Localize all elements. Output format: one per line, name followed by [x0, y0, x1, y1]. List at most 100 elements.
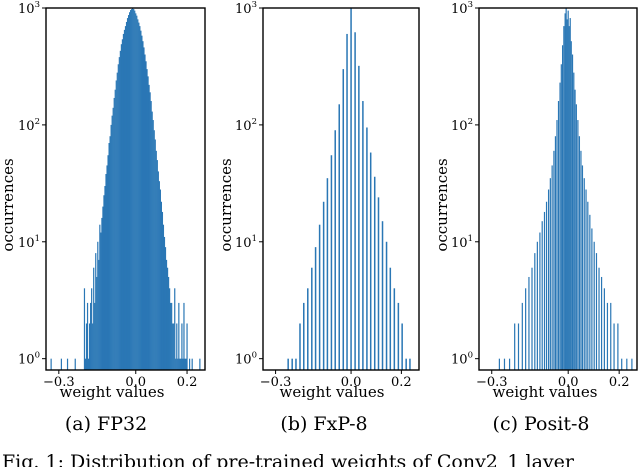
bar: [174, 288, 176, 370]
bar: [354, 32, 356, 371]
y-tick-label: 100: [18, 351, 40, 368]
bar: [134, 10, 136, 370]
bar: [149, 92, 151, 370]
bar: [568, 26, 570, 371]
bar: [86, 302, 89, 370]
bar: [571, 54, 574, 371]
bar: [561, 45, 564, 370]
y-tick-label: 101: [451, 234, 473, 251]
bar: [565, 8, 567, 370]
bar: [184, 358, 186, 370]
bar: [358, 65, 360, 370]
bar: [326, 178, 329, 370]
bar: [169, 288, 171, 370]
bar: [330, 155, 333, 370]
bar: [74, 358, 76, 370]
panel-fxp8: occurrences weight values (b) FxP-8 −0.3…: [217, 0, 420, 435]
x-tick-label: 0.2: [391, 375, 412, 390]
bar: [145, 61, 147, 370]
bar: [99, 224, 101, 370]
bar: [610, 302, 612, 370]
bar: [50, 358, 52, 370]
bar: [121, 39, 124, 370]
bar: [350, 8, 352, 370]
panel-posit8: occurrences weight values (c) Posit-8 −0…: [433, 0, 638, 435]
panel-caption-fxp8: (b) FxP-8: [280, 413, 367, 435]
bar: [179, 358, 181, 370]
ylabel-posit8: occurrences: [433, 158, 451, 251]
bar: [559, 82, 561, 371]
bar: [409, 358, 411, 370]
bar: [307, 288, 309, 370]
bar: [549, 178, 551, 370]
bar: [161, 211, 164, 370]
bar: [114, 89, 116, 370]
bar: [177, 358, 179, 370]
bar: [110, 124, 112, 370]
bar: [401, 323, 403, 370]
bar: [591, 228, 593, 370]
y-tick-label: 101: [235, 234, 257, 251]
bar: [113, 97, 115, 370]
bar: [389, 267, 392, 370]
y-tick-label: 102: [451, 117, 473, 134]
bar: [574, 89, 576, 370]
bar: [144, 54, 146, 371]
bar: [183, 302, 185, 370]
bar: [295, 358, 297, 370]
bar: [158, 181, 160, 370]
bar: [90, 302, 92, 370]
bar: [122, 33, 125, 371]
bar: [143, 47, 145, 371]
y-tick-label: 101: [18, 234, 40, 251]
bar: [560, 64, 562, 370]
bar: [377, 197, 380, 370]
bar: [581, 165, 584, 370]
bar: [111, 115, 113, 370]
bar: [498, 358, 500, 370]
bar: [583, 178, 585, 370]
bar: [338, 104, 340, 370]
bar: [517, 323, 520, 370]
xlabel-fxp8: weight values: [279, 383, 384, 401]
bar: [547, 189, 550, 370]
bar: [105, 174, 107, 370]
bar: [137, 19, 139, 371]
bar: [606, 302, 609, 370]
bar: [84, 358, 87, 370]
x-tick-label: 0.0: [558, 375, 579, 390]
bar: [83, 288, 86, 370]
bar: [369, 152, 372, 370]
bar: [569, 18, 571, 370]
bar: [553, 150, 555, 370]
bar: [551, 165, 553, 370]
bar: [180, 358, 182, 370]
bar: [127, 15, 130, 370]
bar: [362, 101, 364, 370]
bar: [171, 302, 173, 370]
bar: [525, 288, 527, 370]
bar: [346, 33, 348, 371]
plot-frame-posit8: [478, 7, 638, 371]
bar: [595, 253, 598, 370]
bar: [159, 189, 161, 370]
bar: [182, 358, 184, 370]
bar: [154, 139, 156, 370]
y-tick-label: 102: [18, 117, 40, 134]
bar: [577, 120, 579, 370]
bar: [181, 323, 183, 370]
bar: [136, 15, 138, 370]
bar: [189, 358, 191, 370]
bar: [503, 358, 506, 370]
bar: [155, 150, 157, 370]
bar: [539, 232, 541, 370]
y-tick-label: 100: [235, 351, 257, 368]
bar: [102, 206, 104, 370]
bar: [176, 323, 178, 370]
x-tick-label: −0.3: [43, 375, 75, 390]
bars-fp32: [50, 8, 201, 371]
bar: [156, 160, 158, 370]
bar: [151, 111, 153, 370]
bar: [303, 302, 305, 370]
bar: [322, 201, 325, 370]
